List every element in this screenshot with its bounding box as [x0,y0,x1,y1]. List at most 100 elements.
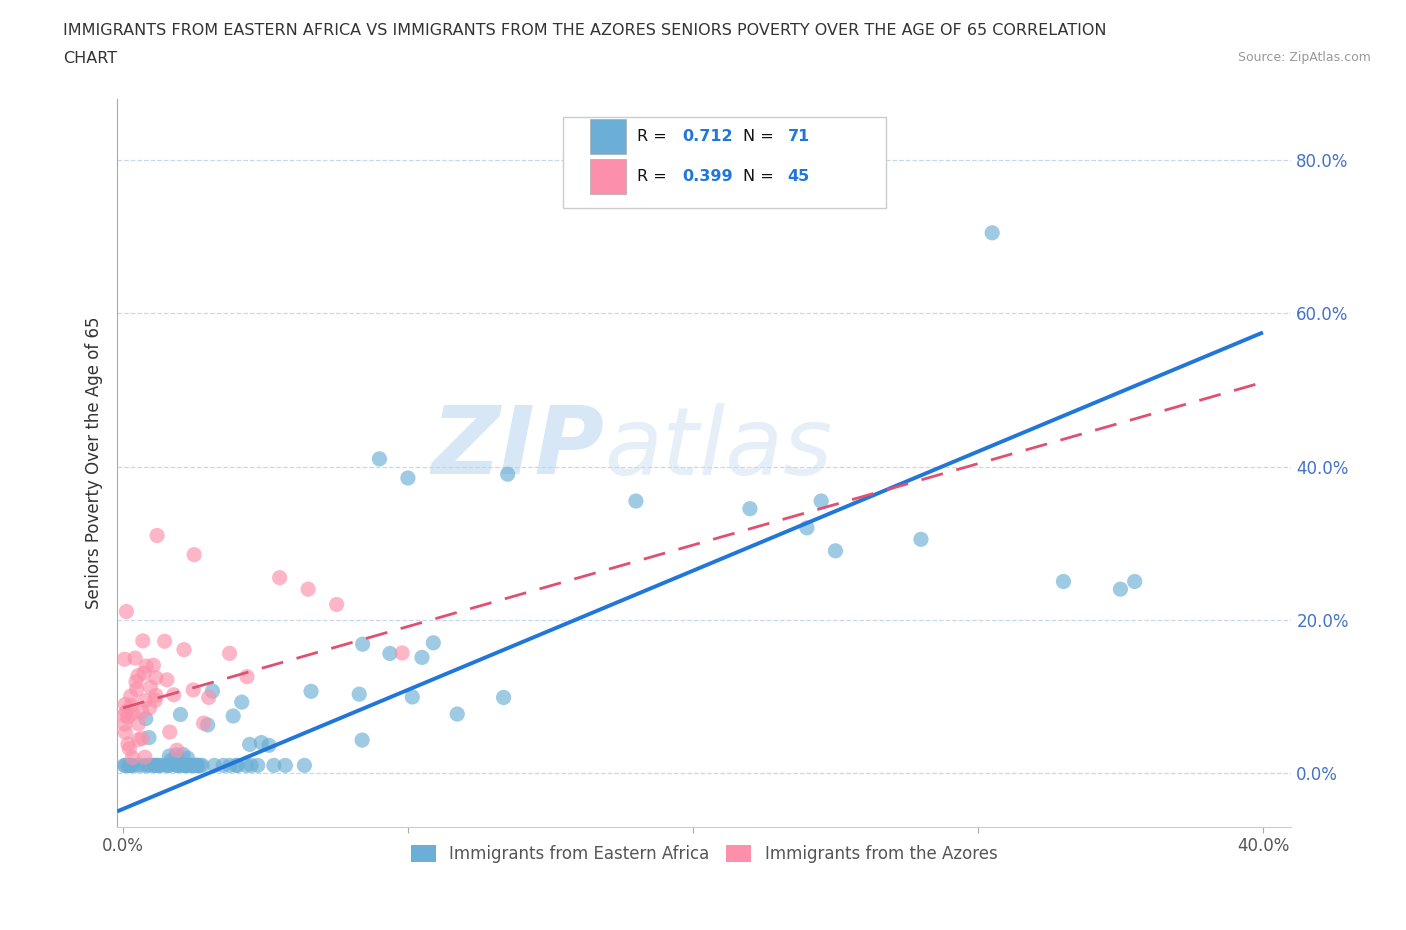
Point [135,658,157,673]
Point [250,735,273,750]
Point [172,747,194,762]
Point [143,758,166,773]
Point [155,758,177,773]
Point [624,494,647,509]
Point [120,758,142,773]
Point [173,758,195,773]
Point [163,687,186,702]
Point [378,646,401,661]
Text: 0.399: 0.399 [682,169,733,184]
Point [446,707,468,722]
Point [401,689,423,704]
Point [496,467,519,482]
Y-axis label: Seniors Poverty Over the Age of 65: Seniors Poverty Over the Age of 65 [86,316,103,609]
Point [274,758,297,773]
Text: Source: ZipAtlas.com: Source: ZipAtlas.com [1237,51,1371,64]
Point [165,758,187,773]
Point [981,225,1004,240]
Point [294,758,316,773]
Text: atlas: atlas [605,403,832,494]
Point [153,634,176,649]
Point [114,717,136,732]
Point [172,758,194,773]
Point [240,758,263,773]
Point [120,689,142,704]
Point [114,758,136,773]
Legend: Immigrants from Eastern Africa, Immigrants from the Azores: Immigrants from Eastern Africa, Immigran… [405,838,1004,870]
Point [191,758,214,773]
Point [218,646,240,661]
Text: 71: 71 [787,129,810,144]
Point [118,758,141,773]
Text: 0.712: 0.712 [682,129,733,144]
Point [325,597,347,612]
FancyBboxPatch shape [564,117,886,208]
Point [166,758,188,773]
Point [1052,574,1074,589]
Point [197,717,219,732]
Point [145,688,167,703]
Point [132,633,155,648]
Point [910,532,932,547]
Point [124,651,146,666]
Point [201,684,224,698]
Point [193,716,215,731]
Point [824,543,846,558]
Point [188,758,211,773]
Point [186,758,208,773]
Point [114,697,136,711]
Point [411,650,433,665]
Point [132,758,155,773]
Point [114,725,136,740]
Point [738,501,761,516]
Point [114,652,136,667]
Point [157,758,180,773]
Point [1109,581,1132,596]
Point [235,758,257,773]
Point [131,731,153,746]
Point [181,683,204,698]
Point [134,750,156,764]
Point [128,732,150,747]
Point [197,690,219,705]
Point [112,708,135,723]
Point [138,758,160,773]
Point [796,521,818,536]
Point [391,645,413,660]
Text: N =: N = [744,129,773,144]
Point [347,686,370,701]
Point [138,700,160,715]
Point [176,751,198,765]
Point [236,670,259,684]
Point [166,743,188,758]
Text: N =: N = [744,169,773,184]
Point [204,758,226,773]
Point [181,758,204,773]
Point [125,674,148,689]
Text: CHART: CHART [63,51,117,66]
Point [138,730,160,745]
Point [115,604,138,619]
Point [118,741,141,756]
Point [145,671,167,685]
Point [117,737,139,751]
Point [297,581,319,596]
FancyBboxPatch shape [591,119,626,154]
Point [165,748,187,763]
Point [157,758,180,773]
Point [352,637,374,652]
Point [299,684,322,698]
Point [396,471,419,485]
Point [231,695,253,710]
Point [157,749,180,764]
Point [112,758,135,773]
Point [218,758,240,773]
Point [132,666,155,681]
Point [121,751,143,765]
Point [127,669,149,684]
Point [225,758,247,773]
Text: 45: 45 [787,169,810,184]
Point [127,716,149,731]
Point [352,733,374,748]
Point [125,682,148,697]
